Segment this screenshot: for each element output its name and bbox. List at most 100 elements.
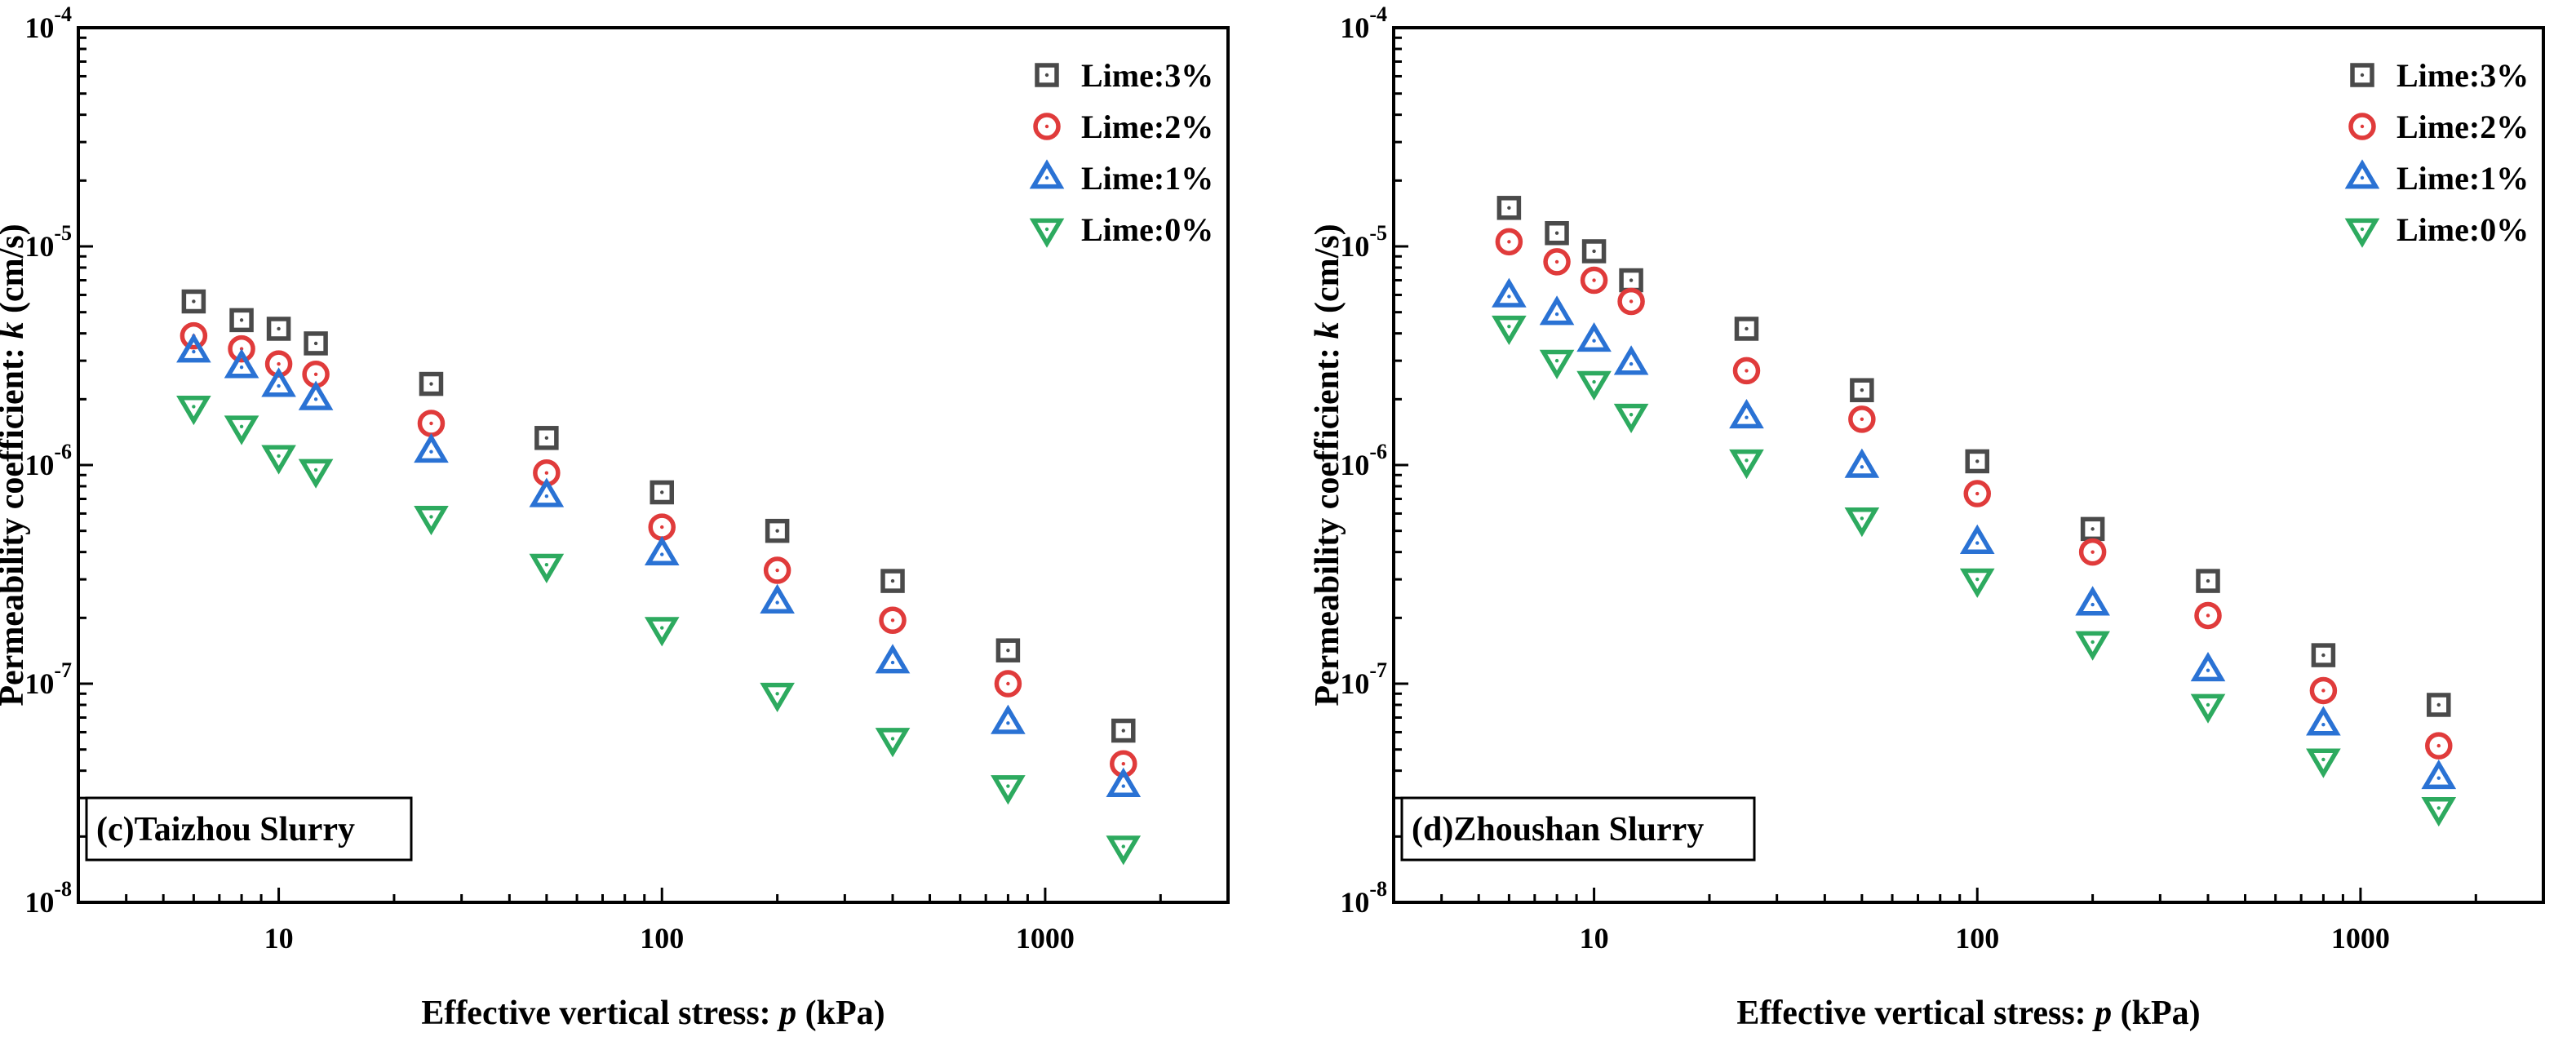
data-point — [1965, 449, 1989, 474]
data-point — [1111, 718, 1136, 743]
data-point-dot — [1507, 240, 1511, 244]
data-point — [644, 617, 680, 647]
legend-marker-dot — [2360, 124, 2365, 129]
data-point-dot — [544, 494, 549, 498]
data-point — [880, 569, 905, 593]
data-point — [529, 553, 565, 583]
data-point — [304, 331, 328, 356]
data-point — [261, 445, 296, 475]
data-point-dot — [1745, 369, 1749, 373]
data-point-dot — [239, 318, 244, 322]
data-point-dot — [1629, 361, 1634, 366]
data-point-dot — [1592, 249, 1596, 254]
data-point — [1492, 315, 1527, 346]
panel-label-box — [85, 796, 413, 862]
data-point-dot — [2206, 668, 2210, 672]
data-point-dot — [1592, 339, 1596, 343]
data-point-dot — [890, 578, 895, 583]
data-point-dot — [2206, 702, 2210, 707]
series-lime1 — [176, 333, 1142, 797]
data-point-dot — [544, 562, 549, 567]
series-lime3 — [1496, 196, 2451, 717]
data-point-dot — [660, 626, 664, 630]
data-point — [760, 682, 795, 713]
data-point — [2421, 759, 2457, 790]
data-point — [991, 775, 1026, 805]
data-point — [224, 415, 259, 445]
legend-marker — [2348, 113, 2376, 140]
data-point-dot — [775, 600, 779, 605]
data-point — [2190, 651, 2226, 682]
data-point — [1576, 370, 1612, 401]
panel-label-text: (d)Zhoushan Slurry — [1412, 811, 1704, 848]
x-axis-title: Effective vertical stress: p (kPa) — [421, 995, 885, 1032]
data-point-dot — [2321, 722, 2325, 727]
x-tick-label: 1000 — [2331, 922, 2390, 955]
data-point — [298, 459, 334, 489]
data-point — [298, 380, 334, 410]
data-point — [534, 426, 559, 450]
series-lime0 — [176, 396, 1142, 866]
data-point-dot — [660, 552, 664, 556]
data-point — [1844, 507, 1880, 538]
data-point-dot — [2436, 702, 2441, 707]
data-point — [760, 583, 795, 614]
data-point-dot — [660, 525, 664, 529]
data-point-dot — [313, 372, 318, 376]
data-point-dot — [429, 421, 433, 426]
legend-marker — [1029, 159, 1065, 189]
data-point — [879, 606, 907, 635]
legend-marker-dot — [2360, 227, 2365, 232]
legend-marker-dot — [1044, 227, 1049, 232]
data-point — [176, 333, 211, 363]
legend-marker-dot — [1044, 124, 1049, 129]
data-point-dot — [1860, 465, 1864, 469]
data-point — [1539, 349, 1575, 379]
y-tick-label: 10-8 — [1340, 877, 1387, 919]
y-tick-label: 10-7 — [24, 658, 72, 700]
data-point — [1545, 220, 1569, 246]
data-point-dot — [544, 436, 549, 441]
data-point-dot — [192, 349, 196, 354]
data-point — [875, 644, 911, 674]
data-point-dot — [429, 450, 433, 454]
legend-marker-dot — [2360, 175, 2365, 180]
data-point-dot — [1121, 844, 1125, 848]
x-tick-label: 1000 — [1016, 922, 1075, 955]
data-point — [2306, 706, 2341, 736]
data-point-dot — [1507, 325, 1511, 329]
data-point-dot — [660, 490, 664, 494]
data-point — [1581, 239, 1607, 264]
x-tick-label: 100 — [1955, 922, 1999, 955]
series-lime3 — [181, 289, 1136, 743]
data-point — [1576, 321, 1612, 352]
legend-label: Lime:1% — [2396, 160, 2529, 197]
data-point-dot — [1507, 206, 1511, 210]
data-point — [1613, 345, 1649, 375]
y-tick-label: 10-6 — [24, 440, 72, 481]
legend: Lime:3% Lime:2% Lime:1% Lime:0% — [1029, 57, 1213, 248]
legend-label: Lime:1% — [1081, 160, 1213, 197]
data-point-dot — [1860, 388, 1864, 392]
legend-marker — [2344, 159, 2380, 189]
data-point-dot — [1975, 491, 1980, 496]
data-point — [1963, 480, 1991, 507]
data-point — [1106, 835, 1142, 866]
data-point-dot — [277, 383, 281, 388]
data-point-dot — [1592, 278, 1596, 282]
data-point-dot — [2091, 640, 2095, 645]
data-point — [1613, 403, 1649, 434]
series-lime0 — [1492, 315, 2457, 827]
data-point — [1492, 277, 1527, 308]
data-point-dot — [1745, 459, 1749, 463]
data-point — [1543, 248, 1571, 276]
data-point-dot — [1554, 312, 1559, 317]
data-point-dot — [1006, 784, 1010, 788]
data-point-dot — [277, 361, 281, 366]
y-tick-label: 10-5 — [24, 221, 72, 263]
data-point-dot — [277, 326, 281, 331]
data-point-dot — [239, 365, 244, 370]
data-point-dot — [775, 692, 779, 696]
legend-label: Lime:0% — [1081, 211, 1213, 248]
